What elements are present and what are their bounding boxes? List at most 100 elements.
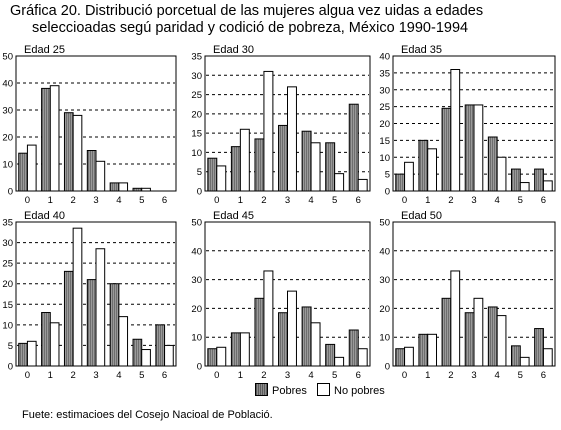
chart-panel: 0 5 10 15 20 25 30 35 0 1 2 3 4 5 6 Edad 40 [2, 210, 177, 381]
panel-title: Edad 25 [24, 44, 65, 56]
chart-panel: 0 5 10 15 20 25 30 35 0 1 2 3 4 5 6 Edad 30 [191, 44, 371, 206]
x-tick-label: 5 [139, 195, 144, 206]
bar-no-pobres [404, 161, 414, 192]
bar-pobres [278, 124, 288, 192]
x-tick-label: 2 [70, 370, 75, 381]
x-tick-label: 3 [471, 195, 476, 206]
bar-pobres [18, 342, 28, 367]
y-tick-label: 0 [197, 187, 202, 198]
x-tick-label: 0 [214, 370, 219, 381]
y-tick-label: 50 [379, 218, 390, 229]
x-tick-label: 1 [425, 370, 430, 381]
y-tick-label: 0 [385, 187, 390, 198]
bar-no-pobres [450, 69, 461, 192]
y-tick-label: 0 [385, 362, 390, 373]
bar-pobres [301, 306, 312, 367]
y-tick-label: 50 [2, 52, 13, 63]
y-tick-label: 20 [379, 119, 390, 130]
bar-pobres [63, 112, 74, 192]
x-tick-label: 0 [25, 370, 30, 381]
bar-pobres [441, 297, 452, 367]
bar-pobres [348, 103, 359, 192]
x-tick-label: 4 [494, 195, 499, 206]
y-tick-label: 0 [8, 362, 13, 373]
x-tick-label: 4 [308, 370, 313, 381]
bar-pobres [86, 150, 97, 192]
bar-pobres [230, 146, 241, 192]
x-tick-label: 6 [541, 370, 546, 381]
panel-title: Edad 40 [24, 210, 65, 222]
bar-no-pobres [334, 356, 345, 367]
bar-no-pobres [542, 348, 553, 367]
bar-no-pobres [427, 333, 438, 367]
x-tick-label: 1 [48, 370, 53, 381]
x-tick-label: 0 [25, 195, 30, 206]
chart-panel: 0 10 20 30 40 50 0 1 2 3 4 5 6 Edad 50 [379, 210, 556, 381]
y-tick-label: 20 [2, 133, 13, 144]
y-tick-label: 5 [8, 341, 13, 352]
bar-pobres [207, 157, 218, 192]
x-tick-label: 0 [402, 195, 407, 206]
bar-no-pobres [404, 346, 414, 367]
bar-pobres [155, 324, 166, 367]
y-tick-label: 30 [379, 85, 390, 96]
bar-pobres [325, 343, 336, 367]
bar-no-pobres [239, 332, 250, 367]
y-tick-label: 30 [2, 238, 13, 249]
x-tick-label: 3 [285, 195, 290, 206]
y-tick-label: 25 [191, 90, 202, 101]
bar-no-pobres [357, 348, 368, 367]
bar-no-pobres [141, 349, 151, 367]
bar-pobres [395, 348, 406, 367]
x-tick-label: 6 [541, 195, 546, 206]
y-tick-label: 0 [197, 362, 202, 373]
y-tick-label: 35 [379, 68, 390, 79]
bar-no-pobres [141, 187, 151, 192]
bar-pobres [534, 328, 544, 367]
bar-no-pobres [357, 178, 368, 192]
bar-no-pobres [239, 128, 250, 192]
bar-pobres [132, 338, 143, 367]
bar-pobres [207, 348, 218, 367]
x-tick-label: 0 [214, 195, 219, 206]
x-tick-label: 6 [162, 195, 167, 206]
x-tick-label: 5 [518, 195, 523, 206]
y-tick-label: 50 [191, 218, 202, 229]
bar-no-pobres [72, 114, 83, 192]
x-tick-label: 3 [285, 370, 290, 381]
y-tick-label: 40 [191, 246, 202, 257]
bar-pobres [41, 87, 51, 192]
bar-no-pobres [473, 297, 484, 367]
x-tick-label: 4 [494, 370, 499, 381]
bar-pobres [418, 333, 429, 367]
y-tick-label: 10 [2, 160, 13, 171]
source-note: Fuete: estimacioes del Cosejo Nacioal de… [22, 409, 273, 421]
x-tick-label: 2 [70, 195, 75, 206]
x-tick-label: 0 [402, 370, 407, 381]
bar-pobres [534, 168, 544, 192]
chart-title-line-2: seleccioadas segú paridad y codició de p… [32, 20, 469, 36]
y-tick-label: 10 [191, 333, 202, 344]
panel-title: Edad 45 [213, 210, 254, 222]
x-tick-label: 6 [356, 195, 361, 206]
chart-title-line-1: Gráfica 20. Distribució porcetual de las… [10, 3, 484, 19]
bar-no-pobres [427, 148, 438, 192]
bar-no-pobres [216, 165, 227, 192]
y-tick-label: 15 [2, 300, 13, 311]
bar-pobres [301, 130, 312, 192]
y-tick-label: 30 [191, 71, 202, 82]
y-tick-label: 10 [379, 333, 390, 344]
bar-no-pobres [72, 227, 83, 367]
y-tick-label: 15 [379, 136, 390, 147]
y-tick-label: 5 [197, 167, 202, 178]
bar-no-pobres [310, 322, 321, 367]
bar-no-pobres [49, 322, 60, 367]
bar-pobres [254, 297, 265, 367]
y-tick-label: 20 [191, 304, 202, 315]
bar-pobres [418, 139, 429, 192]
y-tick-label: 5 [385, 170, 390, 181]
y-tick-label: 40 [2, 79, 13, 90]
bar-pobres [109, 283, 120, 367]
chart-panel: 0 5 10 15 20 25 30 35 40 0 1 2 3 4 5 6 Edad 35 [379, 44, 556, 206]
y-tick-label: 30 [379, 275, 390, 286]
